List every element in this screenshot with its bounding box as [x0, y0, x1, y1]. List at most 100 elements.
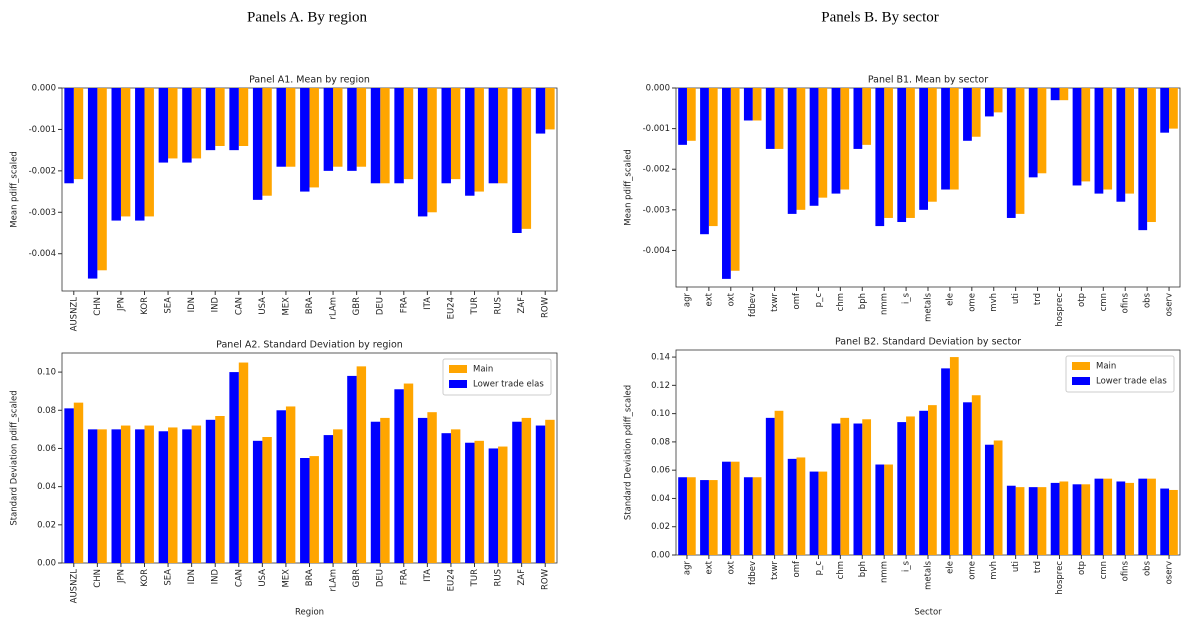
x-tick-label: GBR: [352, 569, 362, 587]
bar: [144, 425, 154, 563]
x-tick-label: oxt: [726, 292, 736, 306]
legend-label: Lower trade elas: [473, 380, 544, 390]
legend-label: Main: [473, 365, 493, 375]
x-tick-label: ele: [945, 293, 955, 306]
bar: [722, 461, 731, 555]
y-tick-label: -0.001: [29, 125, 56, 135]
y-tick-label: 0.10: [37, 368, 56, 378]
x-tick-label: USA: [258, 297, 268, 315]
bar: [708, 88, 718, 227]
bar: [941, 88, 950, 190]
x-tick-label: KOR: [140, 569, 150, 587]
x-tick-label: oxt: [726, 560, 736, 574]
bar: [700, 88, 709, 235]
bar: [262, 437, 272, 563]
x-tick-label: rLAm: [329, 569, 339, 592]
x-tick-label: otp: [1077, 293, 1087, 307]
bar: [1072, 88, 1082, 186]
bar: [1028, 88, 1038, 178]
legend-swatch: [449, 380, 467, 388]
x-tick-label: DEU: [376, 297, 386, 315]
bar: [285, 406, 296, 563]
bar: [64, 88, 74, 184]
bar: [394, 88, 404, 184]
bar: [700, 480, 709, 555]
bar: [323, 88, 334, 171]
bar: [1147, 88, 1156, 223]
bar: [276, 410, 286, 563]
bar: [875, 88, 885, 227]
bar: [465, 88, 475, 196]
x-tick-label: GBR: [352, 297, 362, 315]
bar: [441, 88, 451, 184]
heading: Panels A. By region: [247, 9, 367, 25]
y-tick-label: 0.02: [651, 522, 670, 532]
x-axis-label: Sector: [914, 608, 942, 618]
bar: [252, 440, 263, 563]
bar: [774, 410, 784, 555]
bar: [853, 423, 863, 555]
bar: [120, 88, 131, 217]
bar: [545, 88, 555, 130]
x-tick-label: IDN: [187, 297, 197, 312]
x-tick-label: omf: [792, 560, 802, 577]
bar: [488, 88, 499, 184]
x-tick-label: metals: [924, 560, 934, 589]
x-tick-label: FRA: [399, 569, 409, 585]
bar: [831, 88, 841, 194]
bar: [818, 88, 828, 198]
bar: [1160, 488, 1170, 555]
bar: [158, 431, 169, 563]
bar: [1059, 481, 1069, 555]
legend-box: [1065, 355, 1175, 393]
bar: [300, 458, 310, 563]
x-tick-label: ZAF: [517, 569, 527, 586]
bar: [1006, 485, 1016, 555]
bar: [450, 88, 461, 180]
y-tick-label: 0.14: [651, 353, 670, 363]
bar: [1138, 88, 1148, 231]
bar: [73, 402, 84, 563]
chart-title: Panel A1. Mean by region: [249, 75, 370, 86]
bar: [182, 429, 192, 563]
bar: [919, 410, 928, 555]
bar: [796, 457, 806, 555]
x-tick-label: BRA: [305, 297, 315, 314]
x-tick-label: ROW: [541, 296, 551, 318]
bar: [1050, 88, 1060, 101]
y-tick-label: 0.04: [37, 482, 56, 492]
x-tick-label: ome: [967, 293, 977, 312]
x-tick-label: hosprec: [1055, 561, 1065, 595]
bar: [1059, 88, 1069, 101]
x-tick-label: CAN: [234, 569, 244, 587]
x-tick-label: chm: [836, 561, 846, 579]
bar: [474, 440, 484, 563]
bar: [403, 383, 414, 563]
legend-box: [442, 358, 552, 396]
bar: [743, 477, 753, 555]
bar: [1037, 487, 1047, 555]
y-axis-label: Standard Deviation pdiff_scaled: [10, 390, 20, 525]
bar: [1015, 487, 1025, 555]
bar: [182, 88, 192, 163]
bar: [949, 88, 959, 190]
bar: [417, 88, 428, 217]
x-tick-label: RUS: [494, 297, 504, 315]
bar: [521, 88, 532, 229]
bar: [1169, 489, 1178, 555]
bar: [252, 88, 263, 200]
x-tick-label: AUSNZL: [69, 297, 79, 332]
bar: [941, 368, 950, 555]
bar: [535, 425, 546, 563]
x-tick-label: JPN: [116, 297, 126, 312]
bar: [394, 389, 404, 563]
x-tick-label: EU24: [446, 569, 456, 591]
x-tick-label: CHN: [93, 297, 103, 316]
chart-title: Panel B1. Mean by sector: [868, 75, 988, 86]
bar: [87, 429, 98, 563]
x-tick-label: IND: [211, 569, 221, 585]
bar: [403, 88, 414, 180]
y-tick-label: -0.003: [29, 208, 56, 218]
y-tick-label: -0.002: [29, 166, 56, 176]
bar: [963, 88, 972, 141]
